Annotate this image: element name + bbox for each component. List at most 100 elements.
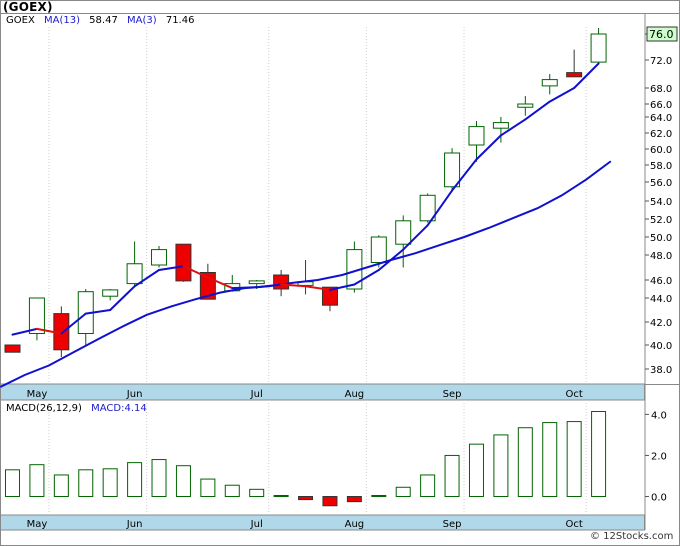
macd-bar (346, 496, 362, 503)
ma3-line-segment (280, 283, 307, 288)
price-tick-label: 60.0 (650, 145, 672, 156)
month-label-sep: Sep (443, 389, 462, 400)
ma3-line-segment (377, 248, 405, 271)
ma3-line-segment (304, 285, 331, 291)
macd-bar (420, 474, 436, 498)
price-tick-label: 52.0 (650, 215, 672, 226)
ma3-line-segment (35, 327, 63, 335)
ma3-line-segment (402, 224, 429, 251)
legend-ma3-value: 71.46 (165, 15, 195, 26)
candle-body (321, 286, 338, 306)
macd-bar (102, 468, 118, 498)
price-tick-label: 58.0 (650, 161, 672, 172)
ma3-line-segment (255, 283, 283, 289)
candle-body (102, 289, 119, 297)
macd-bar (468, 443, 484, 498)
ma3-line-segment (548, 87, 576, 103)
ma3-line-segment (109, 285, 136, 311)
price-tick-label: 46.0 (650, 276, 672, 287)
macd-legend: MACD(26,12,9) MACD:4.14 (6, 403, 153, 414)
ma3-line-segment (499, 118, 527, 137)
price-tick-label: 44.0 (650, 294, 672, 305)
ma3-line-segment (451, 158, 478, 192)
macd-tick-label: 4.0 (651, 410, 667, 421)
legend-ma3-label: MA(3) (127, 15, 157, 26)
candle-body (151, 249, 168, 266)
macd-bar (127, 462, 143, 498)
price-tick-label: 64.0 (650, 113, 672, 124)
month-label-jul: Jul (250, 389, 263, 400)
ma3-line-segment (206, 276, 234, 290)
macd-bar (371, 494, 387, 498)
ma13-line (0, 160, 612, 388)
candle-body (419, 194, 436, 222)
price-panel-frame (0, 13, 680, 385)
candle-body (517, 103, 534, 108)
candle-body (175, 243, 192, 282)
macd-bar (517, 427, 533, 498)
macd-value-label: MACD:4.14 (91, 403, 147, 414)
macd-bar (78, 469, 94, 498)
macd-bar (322, 496, 338, 507)
candle-body (4, 344, 21, 353)
price-tick-label: 66.0 (650, 100, 672, 111)
price-legend: GOEX MA(13) 58.47 MA(3) 71.46 (6, 15, 200, 26)
macd-bar (273, 494, 289, 498)
macd-month-label-sep: Sep (443, 519, 462, 530)
candle-body (395, 220, 412, 245)
macd-month-label-oct: Oct (566, 519, 583, 530)
macd-bar (151, 459, 167, 498)
macd-bar (444, 454, 460, 498)
ma3-line-segment (426, 189, 454, 227)
candle-body (566, 72, 583, 78)
macd-bar (29, 464, 45, 498)
candle-body (468, 126, 485, 146)
macd-bar (542, 422, 558, 498)
macd-bar (224, 484, 240, 498)
macd-bar (591, 411, 607, 498)
price-tick-label: 48.0 (650, 251, 672, 262)
macd-bar (493, 434, 509, 498)
price-month-band (0, 383, 645, 401)
legend-ma13-value: 58.47 (89, 15, 118, 26)
macd-tick-label: 0.0 (651, 493, 667, 504)
ma3-line-segment (328, 283, 356, 291)
macd-bar (395, 486, 411, 498)
price-tick-label: 56.0 (650, 178, 672, 189)
ma3-line-segment (231, 286, 258, 290)
price-tick-label: 68.0 (650, 84, 672, 95)
ma3-line-segment (573, 62, 600, 89)
month-label-may: May (27, 389, 48, 400)
price-tick-label: 62.0 (650, 129, 672, 140)
candle-body (492, 122, 509, 129)
ma3-line-segment (524, 100, 551, 121)
price-tick-label: 40.0 (650, 341, 672, 352)
month-label-oct: Oct (566, 389, 583, 400)
legend-symbol: GOEX (6, 15, 35, 26)
candle-body (590, 33, 607, 63)
price-tick-label: 42.0 (650, 318, 672, 329)
macd-month-label-jul: Jul (250, 519, 263, 530)
macd-month-label-jun: Jun (126, 519, 143, 530)
ma3-line-segment (84, 309, 112, 315)
macd-label: MACD(26,12,9) (6, 403, 82, 414)
price-tick-label: 38.0 (650, 365, 672, 376)
macd-month-label-aug: Aug (345, 519, 365, 530)
ma3-line-segment (353, 269, 380, 286)
candle-body (126, 263, 143, 285)
month-label-aug: Aug (345, 389, 365, 400)
last-price-badge (646, 26, 678, 42)
price-tick-label: 50.0 (650, 233, 672, 244)
month-label-jun: Jun (126, 389, 143, 400)
ma3-line-segment (11, 327, 38, 336)
candle-body (248, 280, 265, 285)
ma3-line-segment (133, 269, 161, 288)
macd-bar (298, 496, 314, 501)
last-price-label: 76.0 (649, 28, 674, 41)
ma3-line-segment (158, 265, 185, 271)
candle-body (28, 297, 45, 334)
macd-bar (175, 465, 191, 498)
price-tick-label: 54.0 (650, 197, 672, 208)
copyright-text: © 12Stocks.com (590, 531, 674, 542)
